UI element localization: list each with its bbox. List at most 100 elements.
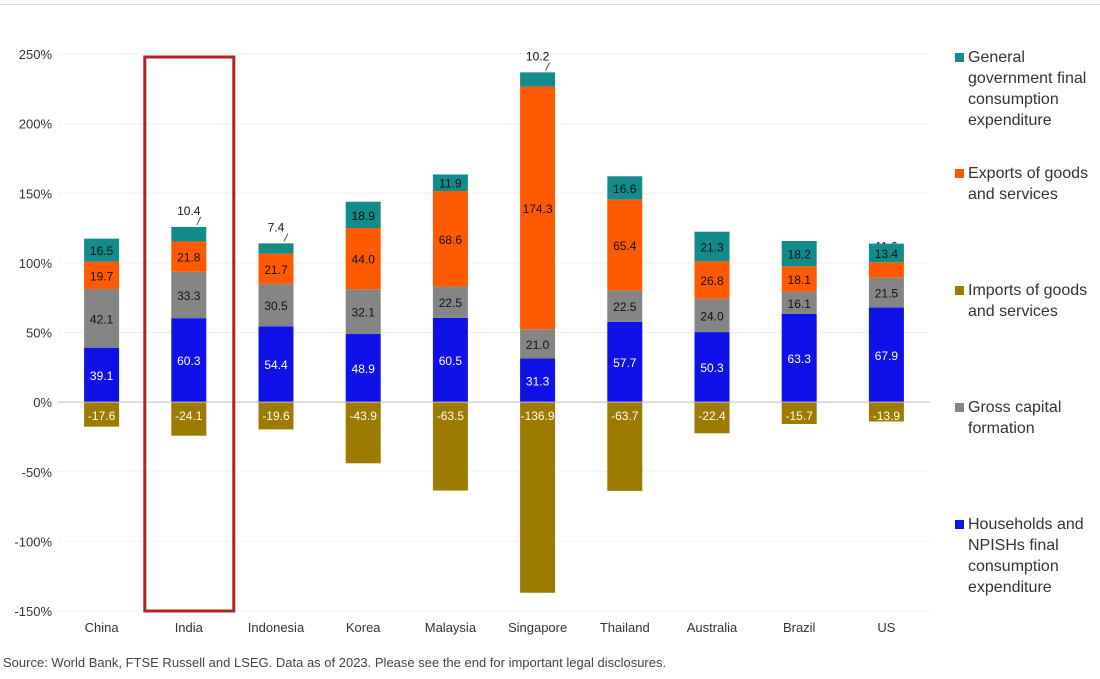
bar-segment <box>171 226 207 242</box>
bar-segment <box>520 402 556 593</box>
bar-segment <box>432 402 468 491</box>
data-label: 60.5 <box>439 354 463 368</box>
bar-segment <box>345 228 381 290</box>
data-label: 68.6 <box>439 233 463 247</box>
data-label: 60.3 <box>177 354 201 368</box>
data-label: -136.9 <box>521 409 555 423</box>
legend-swatch-households <box>955 520 964 529</box>
y-tick-label: -100% <box>14 534 52 549</box>
data-label: 16.6 <box>613 182 637 196</box>
x-tick-label: Singapore <box>508 620 567 635</box>
data-label: -63.5 <box>437 409 465 423</box>
bar-segment <box>607 176 643 200</box>
x-tick-label: Australia <box>687 620 738 635</box>
data-label: 42.1 <box>90 312 114 326</box>
bar-segment <box>432 174 468 192</box>
bar-segment <box>781 266 817 292</box>
legend-swatch-government <box>955 53 964 62</box>
data-label: 16.5 <box>90 244 114 258</box>
highlight-box-india <box>143 55 236 613</box>
y-tick-label: -50% <box>22 465 53 480</box>
bar-segment <box>607 321 643 403</box>
data-label: 10.4 <box>177 204 201 218</box>
y-tick-label: 0% <box>33 395 52 410</box>
bar-segment <box>520 358 556 403</box>
bar-segment <box>781 313 817 403</box>
bar-segment <box>84 347 120 403</box>
source-note: Source: World Bank, FTSE Russell and LSE… <box>3 655 667 670</box>
bar-segment <box>607 199 643 291</box>
x-tick-label: Thailand <box>600 620 650 635</box>
data-label: 174.3 <box>523 202 553 216</box>
data-label: 21.0 <box>526 338 550 352</box>
bar-segment <box>520 329 556 359</box>
y-tick-label: -150% <box>14 604 52 619</box>
bar-segment <box>171 402 207 436</box>
leader-line <box>196 216 202 226</box>
bar-segment <box>432 317 468 403</box>
data-label: 13.4 <box>875 247 899 261</box>
data-label: -17.6 <box>88 409 116 423</box>
bar-segment <box>171 271 207 319</box>
bar-segment <box>258 283 294 327</box>
bar-segment <box>694 298 730 333</box>
bar-segment <box>694 332 730 403</box>
leader-line <box>545 62 551 71</box>
data-label: 18.1 <box>788 273 812 287</box>
y-tick-label: 50% <box>26 326 52 341</box>
x-tick-label: India <box>175 620 204 635</box>
data-label: -19.6 <box>262 409 290 423</box>
bar-segment <box>781 291 817 314</box>
x-tick-label: Indonesia <box>248 620 305 635</box>
data-label: 32.1 <box>352 306 376 320</box>
bar-segment <box>258 253 294 284</box>
data-label: 18.9 <box>352 209 376 223</box>
data-label: -63.7 <box>611 409 639 423</box>
bar-segment <box>868 402 904 422</box>
bar-segment <box>694 231 730 262</box>
bar-segment <box>520 86 556 330</box>
bar-segment <box>258 326 294 403</box>
legend-swatch-imports <box>955 286 964 295</box>
legend-label-exports: Exports of goods and services <box>968 165 1089 203</box>
bar-segment <box>171 241 207 272</box>
data-label: 44.0 <box>352 253 376 267</box>
leader-line <box>283 233 289 242</box>
data-label: 21.8 <box>177 251 201 265</box>
x-tick-label: Korea <box>346 620 381 635</box>
legend-label-gross-capital: Gross capital formation <box>968 399 1062 437</box>
y-tick-label: 150% <box>19 186 53 201</box>
bar-segment <box>868 307 904 403</box>
data-label: 7.4 <box>268 220 285 234</box>
data-label: 10.2 <box>526 49 550 63</box>
bar-segment <box>345 201 381 229</box>
data-label: 63.3 <box>788 352 812 366</box>
bar-segment <box>694 261 730 299</box>
bar-segment <box>868 243 904 263</box>
legend-label-households: Households and NPISHs final consumption … <box>968 516 1084 596</box>
data-label: -24.1 <box>175 409 203 423</box>
data-label: 21.3 <box>700 241 724 255</box>
data-label: 30.5 <box>264 299 288 313</box>
bar-segment <box>84 238 120 262</box>
x-tick-label: US <box>877 620 895 635</box>
data-label: 21.5 <box>875 287 899 301</box>
x-tick-label: Malaysia <box>425 620 477 635</box>
data-label: 22.5 <box>613 300 637 314</box>
top-divider <box>0 4 1100 5</box>
data-label: 19.7 <box>90 269 114 283</box>
legend-label-government: General government final consumption exp… <box>968 49 1087 129</box>
data-label: 33.3 <box>177 289 201 303</box>
bar-segment <box>694 402 730 434</box>
data-label: 50.3 <box>700 361 724 375</box>
x-tick-label: Brazil <box>783 620 816 635</box>
data-label: 54.4 <box>264 358 288 372</box>
bar-segment <box>84 261 120 290</box>
data-label: 39.1 <box>90 369 114 383</box>
bar-segment <box>432 191 468 287</box>
data-label: 26.8 <box>700 274 724 288</box>
data-label: 31.3 <box>526 374 550 388</box>
stacked-bar-chart: 250% 200% 150% 100% 50% 0% -50% -100% -150% 39.1 4… <box>14 47 930 635</box>
data-label: -13.9 <box>873 409 901 423</box>
bar-segment <box>607 402 643 491</box>
